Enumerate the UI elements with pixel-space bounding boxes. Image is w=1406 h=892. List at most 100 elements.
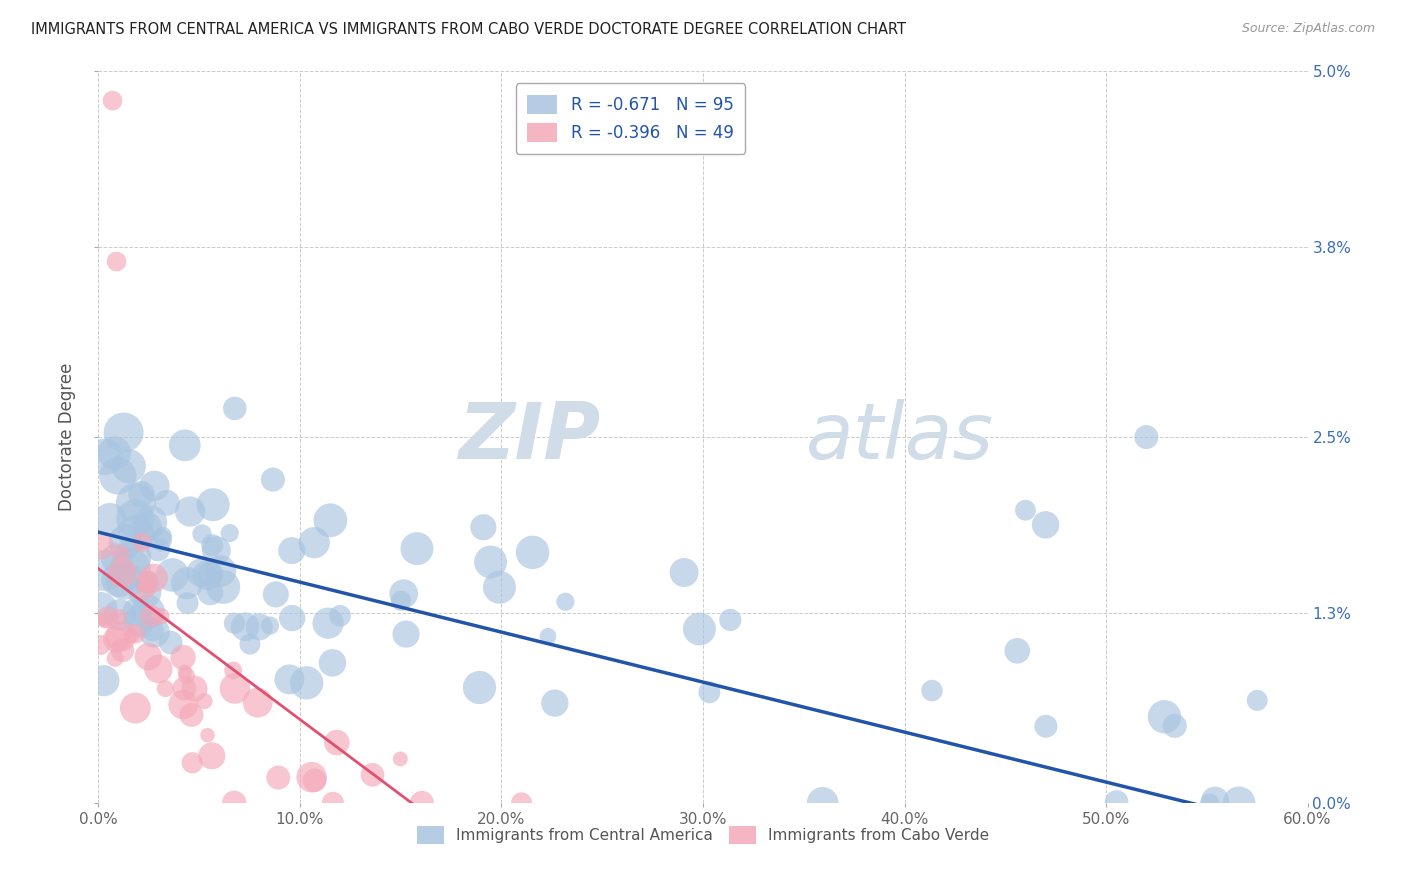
Point: [262, 473, 284, 487]
Point: [136, 574, 159, 589]
Point: [537, 629, 560, 643]
Point: [108, 607, 131, 622]
Point: [138, 574, 160, 588]
Point: [143, 479, 166, 493]
Point: [201, 538, 224, 552]
Point: [110, 546, 132, 560]
Point: [200, 585, 222, 599]
Point: [411, 796, 433, 810]
Point: [98, 512, 121, 526]
Point: [121, 628, 143, 642]
Point: [281, 611, 304, 625]
Point: [544, 696, 567, 710]
Point: [172, 650, 194, 665]
Point: [91, 540, 114, 554]
Point: [134, 585, 156, 599]
Point: [395, 627, 418, 641]
Point: [1135, 430, 1157, 444]
Point: [125, 605, 148, 619]
Point: [295, 676, 318, 690]
Point: [142, 571, 165, 585]
Point: [1164, 719, 1187, 733]
Point: [139, 609, 162, 624]
Point: [319, 513, 342, 527]
Point: [222, 664, 245, 678]
Point: [224, 681, 246, 696]
Point: [131, 535, 153, 549]
Point: [105, 632, 128, 646]
Point: [718, 613, 741, 627]
Point: [131, 487, 153, 501]
Point: [468, 681, 491, 695]
Point: [321, 656, 343, 670]
Point: [472, 520, 495, 534]
Legend: Immigrants from Central America, Immigrants from Cabo Verde: Immigrants from Central America, Immigra…: [411, 820, 995, 850]
Point: [209, 564, 232, 578]
Point: [112, 425, 135, 440]
Point: [180, 707, 202, 722]
Point: [233, 620, 256, 634]
Point: [148, 662, 170, 676]
Text: IMMIGRANTS FROM CENTRAL AMERICA VS IMMIGRANTS FROM CABO VERDE DOCTORATE DEGREE C: IMMIGRANTS FROM CENTRAL AMERICA VS IMMIG…: [31, 22, 905, 37]
Point: [89, 602, 111, 616]
Point: [143, 625, 166, 640]
Text: ZIP: ZIP: [458, 399, 600, 475]
Point: [1153, 710, 1175, 724]
Point: [173, 438, 195, 452]
Point: [111, 566, 134, 580]
Point: [104, 651, 127, 665]
Point: [267, 771, 290, 785]
Point: [1007, 644, 1029, 658]
Point: [93, 564, 115, 578]
Point: [122, 550, 145, 565]
Point: [392, 587, 415, 601]
Point: [111, 643, 134, 657]
Point: [176, 668, 198, 682]
Point: [201, 748, 224, 763]
Point: [224, 401, 246, 416]
Point: [107, 468, 129, 483]
Point: [218, 526, 240, 541]
Point: [239, 637, 262, 651]
Point: [1035, 517, 1057, 532]
Point: [135, 582, 157, 597]
Point: [1246, 693, 1268, 707]
Point: [406, 541, 429, 556]
Point: [301, 770, 323, 784]
Point: [124, 627, 146, 641]
Point: [389, 594, 412, 608]
Point: [278, 673, 301, 687]
Point: [155, 681, 177, 696]
Point: [195, 568, 218, 582]
Point: [128, 614, 150, 628]
Point: [200, 566, 222, 581]
Point: [699, 685, 721, 699]
Point: [302, 535, 325, 549]
Point: [108, 610, 131, 624]
Point: [162, 568, 184, 582]
Point: [105, 551, 128, 566]
Point: [146, 542, 169, 557]
Point: [224, 616, 246, 631]
Point: [159, 635, 181, 649]
Point: [135, 520, 157, 534]
Point: [114, 574, 136, 588]
Point: [1198, 796, 1220, 810]
Point: [136, 575, 159, 590]
Point: [156, 496, 179, 510]
Point: [1204, 794, 1226, 808]
Point: [510, 796, 533, 810]
Point: [522, 545, 544, 559]
Point: [197, 728, 219, 742]
Point: [181, 756, 204, 770]
Point: [101, 94, 124, 108]
Point: [94, 450, 117, 464]
Point: [139, 515, 162, 529]
Point: [93, 613, 115, 627]
Point: [202, 498, 225, 512]
Point: [136, 649, 159, 664]
Point: [136, 605, 159, 619]
Point: [183, 681, 205, 696]
Point: [108, 573, 131, 587]
Point: [205, 543, 228, 558]
